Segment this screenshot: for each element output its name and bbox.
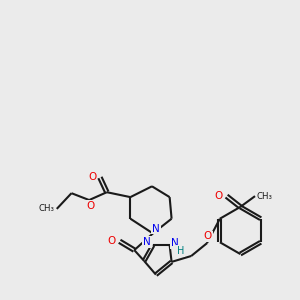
Text: CH₃: CH₃ <box>39 204 55 213</box>
Text: CH₃: CH₃ <box>257 192 273 201</box>
Text: O: O <box>88 172 96 182</box>
Text: O: O <box>214 191 223 201</box>
Text: N: N <box>171 238 178 248</box>
Text: H: H <box>177 246 184 256</box>
Text: N: N <box>143 237 151 247</box>
Text: O: O <box>86 201 94 211</box>
Text: N: N <box>152 224 160 233</box>
Text: O: O <box>204 231 212 242</box>
Text: O: O <box>108 236 116 246</box>
